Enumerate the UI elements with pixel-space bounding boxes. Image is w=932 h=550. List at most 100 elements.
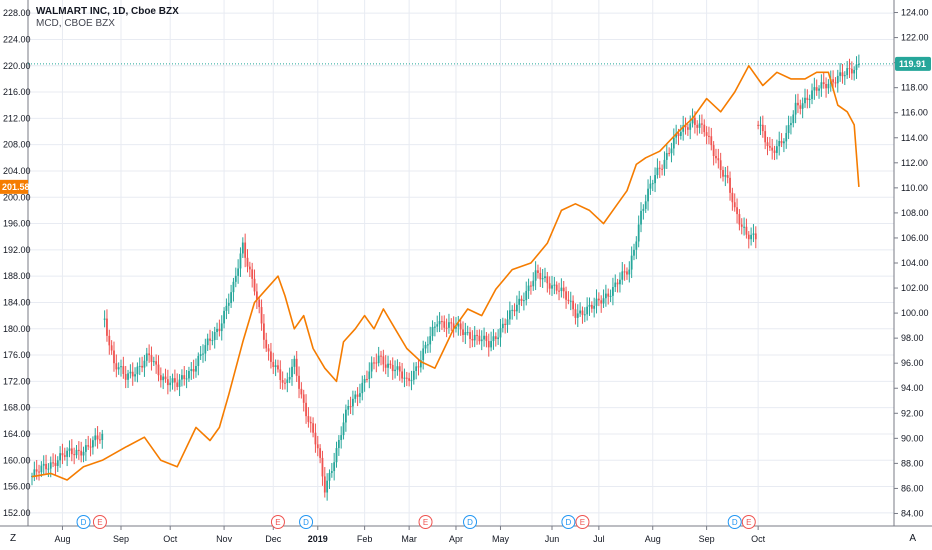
candle-body <box>344 409 347 423</box>
candle-body <box>178 379 181 387</box>
compare-symbol-label[interactable]: MCD, CBOE BZX <box>36 18 115 29</box>
earnings-marker[interactable]: E <box>575 515 590 529</box>
candle-body <box>108 335 111 346</box>
candle-body <box>654 175 656 184</box>
event-marker-letter: D <box>467 518 473 527</box>
candle-body <box>328 472 331 481</box>
candle-body <box>141 365 143 368</box>
candle-body <box>199 354 202 356</box>
candle-body <box>740 224 743 227</box>
candle-body <box>773 150 776 153</box>
candle-body <box>127 373 129 380</box>
candle-body <box>572 300 574 310</box>
candle-body <box>101 433 104 440</box>
left-axis-tick-label: 156.00 <box>3 482 31 492</box>
candle-body <box>197 355 200 366</box>
candle-body <box>783 141 785 144</box>
candle-body <box>790 123 792 126</box>
candle-body <box>644 201 647 209</box>
candle-body <box>202 353 204 355</box>
candle-body <box>192 369 195 372</box>
right-axis-tick-label: 112.00 <box>901 158 928 168</box>
candle-body <box>188 370 190 379</box>
candle-body <box>729 177 731 193</box>
earnings-marker[interactable]: E <box>741 515 756 529</box>
candle-body <box>363 378 366 383</box>
candle-body <box>241 242 244 254</box>
timezone-button[interactable]: Z <box>10 533 17 544</box>
candle-body <box>846 68 849 76</box>
candle-body <box>232 281 235 293</box>
candle-body <box>696 124 699 128</box>
candle-body <box>558 290 560 292</box>
candle-body <box>551 285 553 289</box>
candle-body <box>476 334 478 336</box>
right-axis-tick-label: 102.00 <box>901 283 929 293</box>
candle-body <box>248 266 251 270</box>
candle-body <box>593 305 596 309</box>
candle-body <box>134 374 136 377</box>
candle-body <box>684 125 687 128</box>
candle-body <box>455 326 457 329</box>
candle-body <box>33 469 36 476</box>
candle-body <box>787 125 790 134</box>
candle-body <box>117 367 120 370</box>
candle-body <box>354 394 357 399</box>
candle-body <box>583 314 586 316</box>
candle-body <box>288 376 291 380</box>
left-axis-tick-label: 196.00 <box>3 219 31 229</box>
left-axis-tick-label: 216.00 <box>3 87 31 97</box>
right-axis-tick-label: 122.00 <box>901 33 929 43</box>
candle-body <box>244 242 247 258</box>
candle-body <box>152 361 155 363</box>
candle-body <box>298 375 300 389</box>
left-axis-tick-label: 228.00 <box>3 8 31 18</box>
candle-body <box>600 300 603 304</box>
earnings-marker[interactable]: E <box>92 515 107 529</box>
earnings-marker[interactable]: E <box>418 515 433 529</box>
candle-body <box>300 388 303 395</box>
candle-body <box>380 355 382 357</box>
candle-body <box>586 306 589 315</box>
left-axis-tick-label: 172.00 <box>3 376 31 386</box>
right-axis-tick-label: 116.00 <box>901 108 928 118</box>
dividend-marker[interactable]: D <box>561 515 576 529</box>
time-axis-tick-label: Feb <box>357 534 373 544</box>
candle-body <box>157 364 160 376</box>
left-axis-tick-label: 200.00 <box>3 192 31 202</box>
candle-body <box>848 68 851 70</box>
candle-body <box>841 72 844 77</box>
main-symbol-label[interactable]: WALMART INC, 1D, Cboe BZX <box>36 6 179 17</box>
auto-scale-button[interactable]: A <box>909 533 916 544</box>
candle-body <box>99 439 101 441</box>
candle-body <box>466 332 469 334</box>
candle-body <box>220 323 223 332</box>
candle-body <box>333 462 336 472</box>
right-axis-tick-label: 100.00 <box>901 308 929 318</box>
candle-body <box>286 379 289 383</box>
candle-body <box>159 375 162 381</box>
candle-body <box>546 276 549 284</box>
candle-body <box>213 332 216 341</box>
dividend-marker[interactable]: D <box>463 515 478 529</box>
candle-body <box>820 82 823 89</box>
candle-body <box>314 432 317 445</box>
candle-body <box>579 310 582 314</box>
candle-body <box>239 253 242 269</box>
candle-body <box>785 133 788 142</box>
dividend-marker[interactable]: D <box>727 515 742 529</box>
right-axis-tick-label: 92.00 <box>901 408 924 418</box>
earnings-marker[interactable]: E <box>270 515 285 529</box>
candle-body <box>539 272 542 280</box>
candle-body <box>347 406 350 410</box>
event-marker-circle <box>299 515 314 529</box>
candle-body <box>401 371 403 379</box>
candle-body <box>459 323 462 330</box>
candle-body <box>106 318 108 336</box>
candle-body <box>68 448 71 451</box>
dividend-marker[interactable]: D <box>76 515 91 529</box>
dividend-marker[interactable]: D <box>299 515 314 529</box>
